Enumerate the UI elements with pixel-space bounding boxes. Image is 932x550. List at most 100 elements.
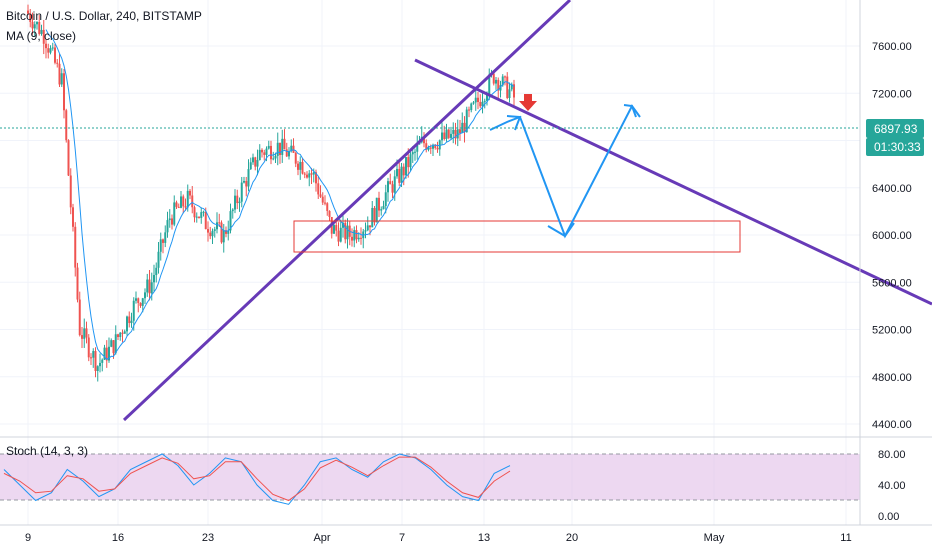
time-axis[interactable]: 9 16 23 Apr 7 13 20 May 11 bbox=[25, 532, 852, 544]
candle bbox=[414, 148, 416, 161]
down-arrow-marker-icon[interactable] bbox=[519, 94, 537, 111]
candle bbox=[175, 200, 178, 210]
candle bbox=[51, 42, 54, 51]
descending-trendline[interactable] bbox=[414, 58, 932, 306]
candle bbox=[254, 156, 257, 171]
candle bbox=[148, 269, 151, 301]
candle bbox=[189, 188, 191, 200]
candle bbox=[513, 79, 515, 106]
candle bbox=[83, 318, 86, 348]
candle bbox=[445, 123, 448, 142]
candle bbox=[164, 225, 167, 248]
candle bbox=[56, 58, 59, 68]
price-tick-label: 4800.00 bbox=[872, 372, 912, 384]
candle bbox=[114, 325, 117, 355]
candle bbox=[508, 82, 511, 103]
countdown-timer: 01:30:33 bbox=[874, 140, 921, 154]
projected-path[interactable] bbox=[489, 104, 641, 239]
time-tick-label: 11 bbox=[840, 532, 851, 544]
candle bbox=[510, 82, 513, 92]
current-price-value: 6897.93 bbox=[874, 122, 918, 136]
time-tick-label: May bbox=[704, 532, 725, 544]
time-tick-label: 20 bbox=[566, 532, 578, 544]
candle bbox=[87, 334, 90, 362]
candle bbox=[63, 68, 65, 119]
candle bbox=[110, 338, 113, 348]
candle bbox=[200, 207, 203, 224]
candle bbox=[231, 208, 234, 219]
candle bbox=[247, 159, 250, 192]
candle bbox=[353, 226, 356, 248]
candle bbox=[166, 211, 169, 238]
candle bbox=[137, 297, 140, 313]
candle bbox=[249, 157, 252, 170]
candle bbox=[459, 119, 461, 141]
candle bbox=[461, 112, 464, 134]
candle bbox=[375, 197, 378, 223]
candle bbox=[297, 160, 299, 176]
current-price-label: 6897.93 01:30:33 bbox=[866, 119, 924, 156]
candle bbox=[157, 242, 160, 274]
candle bbox=[423, 132, 425, 148]
candle bbox=[191, 185, 194, 214]
candle bbox=[236, 189, 239, 210]
price-tick-label: 6400.00 bbox=[872, 183, 912, 195]
candle bbox=[216, 212, 218, 234]
candle bbox=[272, 151, 275, 161]
candle bbox=[168, 209, 171, 228]
candle bbox=[99, 353, 101, 373]
candle bbox=[42, 19, 45, 55]
candle bbox=[492, 72, 495, 86]
candle bbox=[326, 202, 329, 216]
candle bbox=[234, 189, 236, 214]
candle bbox=[96, 365, 99, 382]
candle bbox=[29, 9, 32, 28]
candle bbox=[465, 106, 468, 133]
candle bbox=[416, 135, 419, 160]
candle bbox=[130, 312, 133, 328]
support-zone-box[interactable] bbox=[293, 220, 741, 253]
candle bbox=[184, 198, 187, 211]
candle bbox=[324, 195, 326, 206]
candle bbox=[36, 21, 38, 30]
candle bbox=[69, 168, 72, 215]
candle bbox=[74, 222, 77, 277]
candle bbox=[391, 180, 394, 199]
stoch-k-line bbox=[3, 453, 511, 505]
candle bbox=[441, 122, 443, 145]
candle bbox=[180, 190, 182, 209]
candle bbox=[504, 75, 506, 86]
stoch-axis[interactable]: 80.00 40.00 0.00 bbox=[878, 449, 906, 523]
time-tick-label: 7 bbox=[399, 532, 405, 544]
candle bbox=[213, 226, 216, 238]
candle bbox=[193, 205, 196, 223]
ma-legend: MA (9, close) bbox=[6, 29, 76, 43]
candle bbox=[47, 43, 50, 59]
candle bbox=[479, 94, 482, 108]
candle bbox=[27, 4, 29, 15]
candle bbox=[261, 148, 263, 158]
candle bbox=[225, 226, 227, 238]
candle bbox=[362, 228, 365, 249]
candle bbox=[40, 24, 43, 36]
price-axis[interactable]: 7600.007200.006800.006400.006000.005600.… bbox=[872, 41, 912, 431]
candle bbox=[405, 157, 407, 179]
ascending-trendline[interactable] bbox=[122, 0, 572, 422]
candle bbox=[31, 12, 34, 35]
candle bbox=[72, 203, 74, 232]
candle bbox=[128, 311, 131, 328]
stoch-band bbox=[0, 454, 860, 500]
candle bbox=[328, 210, 331, 222]
candle bbox=[195, 212, 198, 223]
candle bbox=[76, 262, 79, 303]
candle bbox=[207, 221, 209, 242]
candle bbox=[238, 197, 241, 212]
candle bbox=[144, 288, 146, 304]
candle bbox=[468, 106, 470, 118]
candle bbox=[173, 195, 176, 227]
candle bbox=[101, 358, 104, 372]
candle bbox=[38, 14, 41, 36]
candle bbox=[477, 92, 479, 110]
candle bbox=[279, 142, 281, 164]
